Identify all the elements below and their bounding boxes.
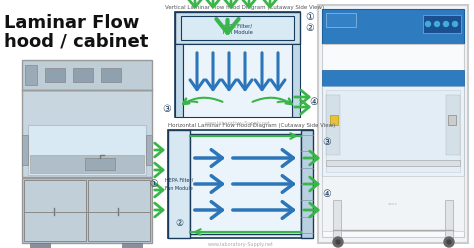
Circle shape [336,240,340,244]
Bar [322,176,464,231]
Text: ②: ② [175,219,183,228]
Bar [73,68,93,82]
Bar [146,135,152,165]
Text: Laminar Flow: Laminar Flow [4,14,139,32]
Text: Horizontal Laminar Flow Hood Diagram (Cutaway Side View): Horizontal Laminar Flow Hood Diagram (Cu… [168,123,335,128]
Text: ①: ① [150,179,158,189]
Text: ①: ① [306,12,314,22]
Bar [175,12,300,117]
Circle shape [426,22,430,27]
Bar [333,200,341,240]
Bar [22,90,152,177]
Text: hood / cabinet: hood / cabinet [4,32,148,50]
Bar [322,70,464,86]
Circle shape [444,22,448,27]
Text: Fan Module: Fan Module [165,186,193,190]
Text: Vertical Laminar Flow hood Diagram (Cutaway Side View): Vertical Laminar Flow hood Diagram (Cuta… [165,5,324,10]
Bar [45,68,65,82]
Bar [292,44,300,117]
Circle shape [453,22,457,27]
Bar [326,13,356,27]
Text: HEPA Filter/: HEPA Filter/ [165,178,193,183]
Bar [322,9,464,44]
Bar [22,135,28,165]
Bar [190,134,301,234]
Bar [168,130,313,238]
Bar [326,160,460,166]
Bar [28,125,146,175]
Text: ③: ③ [323,137,331,147]
Text: www.laboratory-Supply.net: www.laboratory-Supply.net [205,121,271,126]
Bar [22,60,152,90]
Bar [101,68,121,82]
Bar [122,243,142,248]
Bar [88,180,150,241]
Bar [181,16,294,40]
Text: ④: ④ [323,189,331,199]
Text: ②: ② [306,23,314,33]
Text: ④: ④ [310,97,319,107]
Circle shape [435,22,439,27]
Bar [448,115,456,125]
Circle shape [447,240,451,244]
Bar [175,44,183,117]
Text: ③: ③ [163,104,172,114]
Text: Fan Module: Fan Module [223,31,253,35]
Text: xxxx: xxxx [388,202,398,206]
Bar [168,130,190,238]
Bar [85,158,115,170]
Bar [318,5,468,243]
Bar [423,15,461,33]
Bar [322,44,464,237]
Bar [330,115,338,125]
Bar [22,178,152,243]
Bar [301,130,313,238]
Bar [445,200,453,240]
Bar [24,180,86,241]
Text: www.laboratory-Supply.net: www.laboratory-Supply.net [208,242,273,247]
Bar [326,95,340,155]
Circle shape [444,237,454,247]
Bar [175,12,300,44]
Bar [322,86,464,176]
Circle shape [333,237,343,247]
Text: HEPA Filter/: HEPA Filter/ [222,24,253,29]
Bar [25,65,37,85]
Bar [326,90,460,172]
Bar [446,95,460,155]
Bar [183,44,292,117]
Bar [30,243,50,248]
Bar [30,155,144,173]
